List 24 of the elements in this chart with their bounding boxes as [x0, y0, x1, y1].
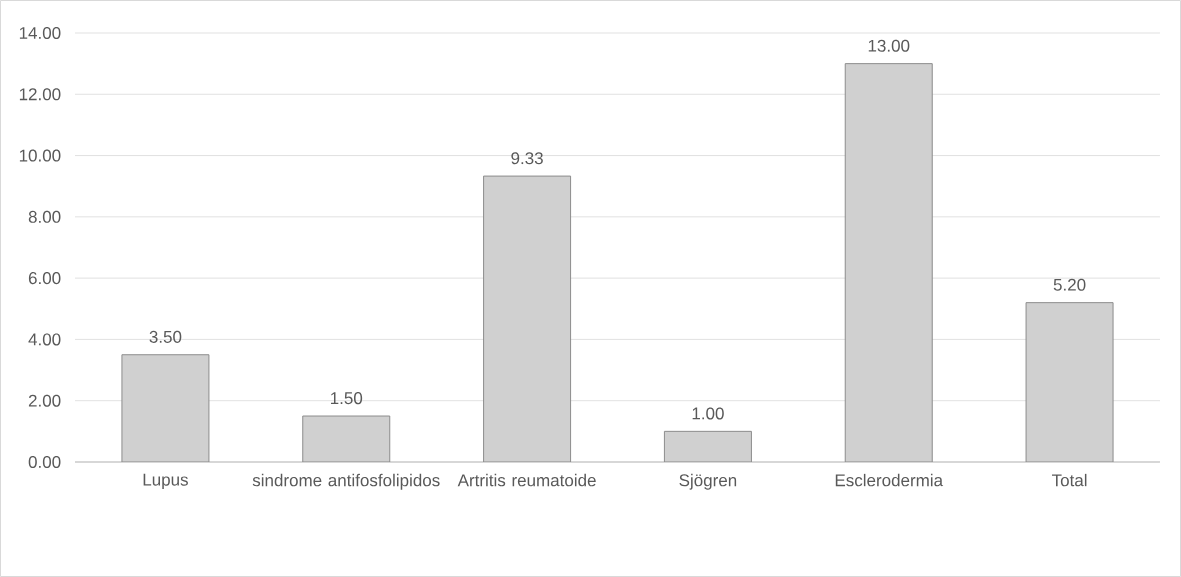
data-label: 3.50 — [149, 330, 182, 343]
x-tick-label: Lupus — [143, 473, 188, 490]
y-tick-label: 12.00 — [19, 88, 61, 101]
y-tick-label: 2.00 — [28, 394, 61, 407]
bar — [302, 415, 391, 462]
data-label: 1.00 — [692, 407, 724, 420]
x-tick-label: Artritis reumatoide — [457, 473, 596, 487]
y-tick-label: 4.00 — [28, 333, 61, 346]
bar — [1025, 302, 1114, 462]
x-tick-label: sindrome antifosfolipidos — [252, 473, 440, 490]
data-label: 5.20 — [1053, 278, 1086, 291]
bar — [663, 430, 752, 462]
y-tick-label: 10.00 — [19, 149, 61, 162]
data-label: 13.00 — [868, 39, 910, 52]
x-tick-label: Esclerodermia — [835, 473, 944, 487]
y-tick-label: 6.00 — [28, 272, 61, 285]
y-tick-label: 0.00 — [28, 455, 61, 469]
y-tick-label: 8.00 — [28, 210, 61, 223]
data-label: 9.33 — [511, 152, 543, 165]
data-label: 1.50 — [331, 392, 363, 405]
x-tick-label: Sjögren — [679, 473, 737, 490]
bar — [121, 354, 210, 462]
x-tick-label: Total — [1052, 473, 1087, 487]
y-tick-label: 14.00 — [19, 26, 61, 40]
